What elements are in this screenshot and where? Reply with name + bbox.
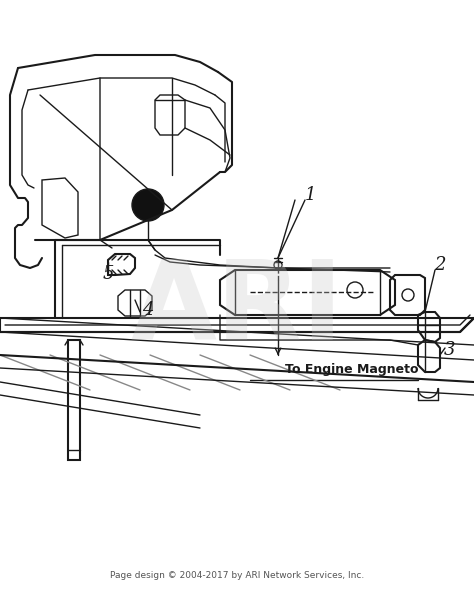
Text: To Engine Magneto: To Engine Magneto (285, 363, 419, 376)
Text: 3: 3 (444, 341, 456, 359)
Text: 2: 2 (434, 256, 446, 274)
Text: ARI: ARI (130, 256, 344, 363)
Text: 4: 4 (142, 301, 154, 319)
Text: 5: 5 (102, 265, 114, 283)
Text: 1: 1 (304, 186, 316, 204)
Circle shape (132, 189, 164, 221)
Text: Page design © 2004-2017 by ARI Network Services, Inc.: Page design © 2004-2017 by ARI Network S… (110, 570, 364, 580)
